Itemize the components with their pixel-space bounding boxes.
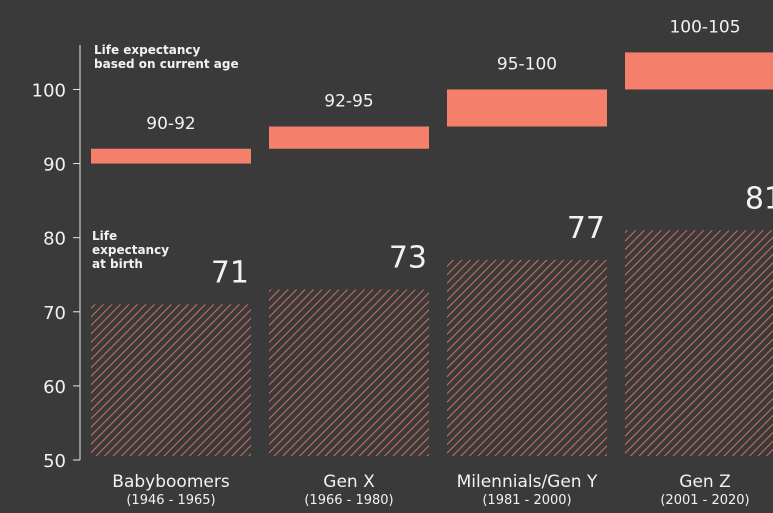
value-label: 73 — [389, 241, 427, 276]
x-tick-label: Babyboomers — [112, 472, 230, 492]
range-bar — [91, 148, 251, 164]
range-label: 100-105 — [669, 17, 740, 37]
y-tick-label: 70 — [43, 303, 66, 324]
range-bar — [269, 126, 429, 149]
y-tick-label: 80 — [43, 229, 66, 250]
y-tick-label: 100 — [32, 80, 66, 101]
legend-label: at birth — [92, 257, 143, 271]
value-label: 71 — [211, 255, 249, 290]
bar — [447, 259, 607, 456]
bar — [625, 230, 773, 456]
bar — [269, 289, 429, 456]
legend-label: based on current age — [94, 57, 239, 71]
range-bar — [625, 52, 773, 90]
range-label: 95-100 — [497, 54, 557, 74]
range-label: 90-92 — [146, 114, 195, 134]
x-tick-label: Gen Z — [679, 472, 730, 492]
legend-label: Life — [92, 229, 117, 243]
x-tick-label: Gen X — [323, 472, 375, 492]
y-tick-label: 60 — [43, 377, 66, 398]
value-label: 77 — [567, 211, 605, 246]
legend-label: expectancy — [92, 243, 169, 257]
y-tick-label: 90 — [43, 155, 66, 176]
x-tick-sublabel: (1946 - 1965) — [126, 493, 215, 508]
x-tick-sublabel: (2001 - 2020) — [660, 493, 749, 508]
x-tick-sublabel: (1966 - 1980) — [304, 493, 393, 508]
bar — [91, 304, 251, 456]
legend-label: Life expectancy — [94, 43, 201, 57]
y-tick-label: 50 — [43, 451, 66, 472]
x-tick-label: Milennials/Gen Y — [457, 472, 598, 492]
value-label: 81 — [745, 181, 773, 216]
range-label: 92-95 — [324, 92, 373, 112]
range-bar — [447, 89, 607, 127]
x-tick-sublabel: (1981 - 2000) — [482, 493, 571, 508]
